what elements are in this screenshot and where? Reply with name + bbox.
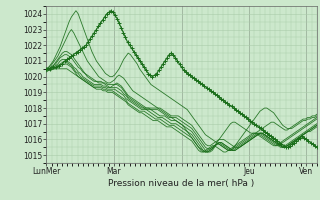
X-axis label: Pression niveau de la mer( hPa ): Pression niveau de la mer( hPa ) [108, 179, 255, 188]
